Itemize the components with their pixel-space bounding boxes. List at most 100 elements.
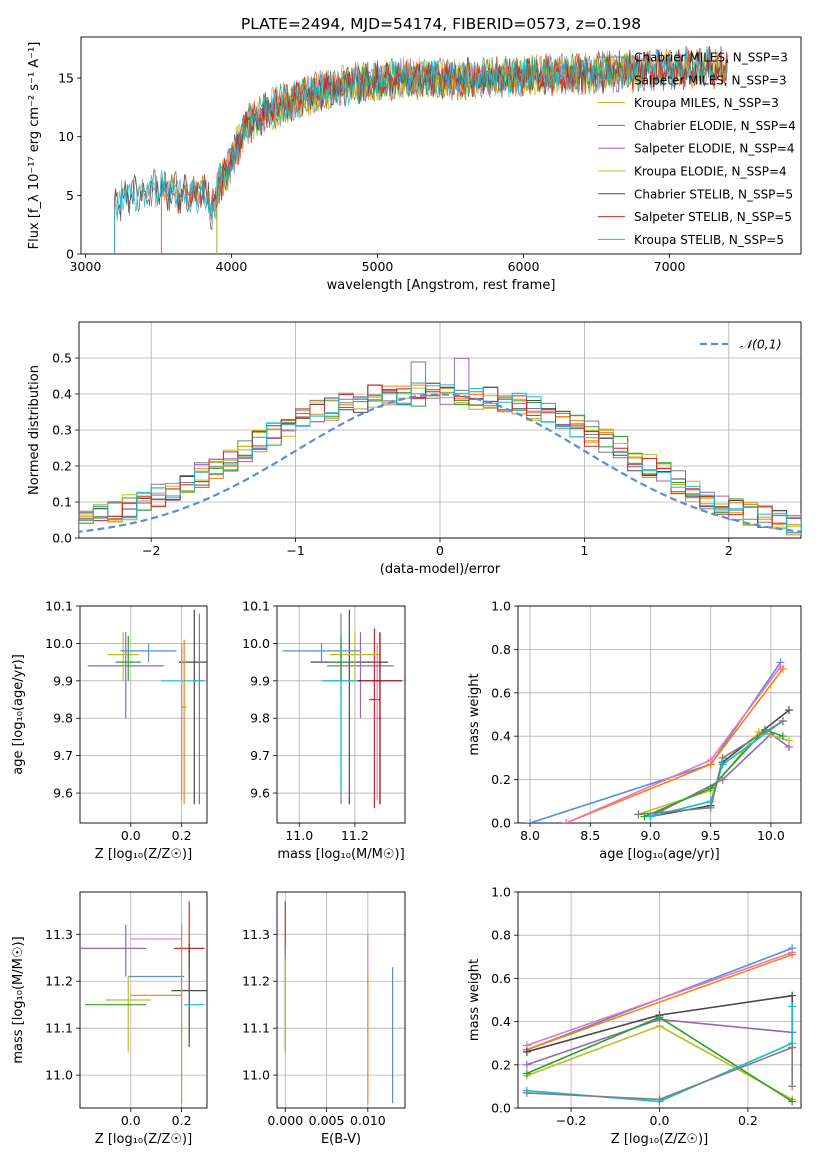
- legend: Chabrier MILES, N_SSP=3 Salpeter MILES, N…: [598, 51, 796, 247]
- data-marker: [784, 736, 793, 745]
- x-tick-label: 0.0: [121, 828, 141, 843]
- x-axis-label: age [log₁₀(age/yr)]: [599, 847, 720, 862]
- x-tick-label: −0.2: [556, 1113, 586, 1128]
- x-axis-label: Z [log₁₀(Z/Z☉)]: [611, 1132, 708, 1147]
- y-tick-label: 1.0: [491, 599, 511, 614]
- legend-label: Chabrier ELODIE, N_SSP=4: [634, 119, 796, 133]
- data-marker: [718, 753, 727, 762]
- spectrum-plot-area: [114, 45, 729, 254]
- data-marker: [788, 948, 797, 957]
- y-tick-label: 0.6: [491, 971, 511, 986]
- y-tick-label: 9.8: [53, 711, 73, 726]
- mass-weight-line: [650, 720, 784, 818]
- y-tick-label: 0.4: [491, 1014, 511, 1029]
- x-tick-label: 7000: [654, 259, 686, 274]
- y-axis-label: age [log₁₀(age/yr)]: [11, 654, 26, 775]
- y-tick-label: 9.8: [250, 711, 270, 726]
- residual-histogram-plot-area: [79, 357, 801, 537]
- x-tick-label: 0.2: [172, 1113, 192, 1128]
- mass-weight-line: [526, 951, 793, 1047]
- y-tick-label: 10.0: [242, 636, 270, 651]
- data-marker: [778, 732, 787, 741]
- mass-weight-vs-z-axes: −0.2 0.0 0.2 0.0 0.2 0.4 0.6 0.8 1.0 Z [log₁₀(Z/Z…: [467, 885, 802, 1147]
- mass-vs-ebv-axes: 0.000 0.005 0.010 11.0 11.1 11.2 11.3 E(B-V): [242, 891, 406, 1147]
- data-marker: [655, 1021, 664, 1030]
- axes-frame: [79, 891, 208, 1109]
- data-marker: [706, 756, 715, 765]
- y-tick-label: 9.7: [250, 748, 270, 763]
- y-axis-label: mass weight: [467, 673, 482, 755]
- legend-label: Salpeter STELIB, N_SSP=5: [634, 210, 792, 224]
- x-axis-label: Z [log₁₀(Z/Z☉)]: [95, 1132, 192, 1147]
- age-vs-z-axes: 0.0 0.2 9.6 9.7 9.8 9.9 10.0 10.1 Z [log₁₀(Z/Z☉)…: [11, 599, 208, 862]
- y-tick-label: 0.8: [491, 642, 511, 657]
- y-tick-label: 9.6: [53, 786, 73, 801]
- legend-label: Chabrier MILES, N_SSP=3: [634, 51, 788, 65]
- legend-label: 𝒩(0,1): [740, 337, 782, 352]
- x-axis-label: (data-model)/error: [380, 562, 501, 577]
- y-tick-label: 0.6: [491, 685, 511, 700]
- y-tick-label: 0.0: [491, 816, 511, 831]
- x-tick-label: 6000: [508, 259, 540, 274]
- data-marker: [788, 1097, 797, 1106]
- axes-frame: [517, 605, 802, 824]
- data-marker: [562, 819, 571, 823]
- y-tick-label: 10.1: [242, 599, 270, 614]
- mass-weight-vs-z-plot-area: [522, 944, 797, 1106]
- data-marker: [522, 1069, 531, 1078]
- y-tick-label: 0.4: [491, 729, 511, 744]
- y-axis-label: Normed distribution: [27, 365, 42, 495]
- y-axis-label: Flux [f_λ 10⁻¹⁷ erg cm⁻² s⁻¹ A⁻¹]: [27, 42, 42, 250]
- chart-title: PLATE=2494, MJD=54174, FIBERID=0573, z=0…: [241, 15, 641, 33]
- y-tick-label: 11.3: [45, 927, 73, 942]
- data-marker: [634, 810, 643, 819]
- x-tick-label: 0.000: [267, 1113, 303, 1128]
- y-axis-label: mass [log₁₀(M/M☉)]: [11, 936, 26, 1063]
- data-marker: [655, 1013, 664, 1022]
- data-marker: [522, 1060, 531, 1069]
- y-tick-label: 10.1: [45, 599, 73, 614]
- x-tick-label: 10.0: [757, 828, 785, 843]
- x-tick-label: 8.5: [580, 828, 600, 843]
- y-tick-label: 11.2: [45, 974, 73, 989]
- y-tick-label: 11.1: [242, 1021, 270, 1036]
- y-tick-label: 10: [58, 129, 74, 144]
- mass-weight-vs-age-plot-area: [526, 658, 793, 823]
- legend-label: Kroupa ELODIE, N_SSP=4: [634, 165, 787, 179]
- histogram-step: [79, 384, 801, 532]
- mass-weight-vs-age-axes: 8.0 8.5 9.0 9.5 10.0 0.0 0.2 0.4 0.6 0.8 1.0 age [l…: [467, 599, 802, 862]
- mass-weight-line: [526, 1046, 793, 1101]
- y-tick-label: 15: [58, 71, 74, 86]
- x-tick-label: 4000: [216, 259, 248, 274]
- residual-histogram-axes: −2 −1 0 1 2 0.0 0.1 0.2 0.3 0.4 0.5 (data-model)/er…: [27, 321, 802, 577]
- data-marker: [788, 1082, 797, 1091]
- data-marker: [788, 1002, 797, 1011]
- data-marker: [522, 1047, 531, 1056]
- histogram-step: [79, 388, 801, 530]
- x-tick-label: 2: [725, 543, 733, 558]
- y-tick-label: 10.0: [45, 636, 73, 651]
- mass-weight-line: [638, 730, 790, 816]
- age-vs-z-plot-area: [87, 609, 207, 805]
- x-tick-label: 0.005: [309, 1113, 345, 1128]
- x-tick-label: 0.2: [738, 1113, 758, 1128]
- y-tick-label: 0.2: [52, 459, 72, 474]
- histogram-step: [79, 382, 801, 534]
- y-tick-label: 0.8: [491, 928, 511, 943]
- x-tick-label: 8.0: [520, 828, 540, 843]
- data-marker: [788, 991, 797, 1000]
- axes-frame: [80, 36, 802, 255]
- x-tick-label: 0.010: [350, 1113, 386, 1128]
- legend-label: Kroupa MILES, N_SSP=3: [634, 96, 779, 110]
- data-marker: [706, 784, 715, 793]
- y-tick-label: 1.0: [491, 885, 511, 900]
- y-tick-label: 5: [66, 188, 74, 203]
- mass-weight-line: [526, 953, 793, 1051]
- mass-weight-line: [650, 709, 790, 818]
- legend-label: Chabrier STELIB, N_SSP=5: [634, 187, 793, 201]
- axes-frame: [79, 605, 208, 824]
- mass-weight-line: [638, 720, 784, 816]
- y-tick-label: 9.9: [250, 673, 270, 688]
- y-tick-label: 0.0: [491, 1101, 511, 1116]
- y-tick-label: 11.0: [45, 1068, 73, 1083]
